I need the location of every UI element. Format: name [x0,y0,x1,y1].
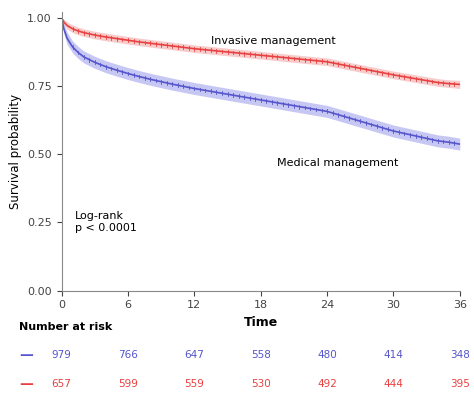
Text: 480: 480 [317,350,337,360]
Text: —: — [19,348,33,362]
Text: 530: 530 [251,379,271,389]
Text: 979: 979 [52,350,72,360]
Text: 766: 766 [118,350,138,360]
Text: 559: 559 [184,379,204,389]
Text: 348: 348 [450,350,470,360]
Text: Number at risk: Number at risk [19,322,112,332]
Text: 492: 492 [317,379,337,389]
Text: 657: 657 [52,379,72,389]
Text: Invasive management: Invasive management [211,36,336,46]
Text: Medical management: Medical management [277,159,399,168]
Text: 599: 599 [118,379,138,389]
Text: 647: 647 [184,350,204,360]
Y-axis label: Survival probability: Survival probability [9,94,22,209]
X-axis label: Time: Time [244,316,278,329]
Text: 558: 558 [251,350,271,360]
Text: 444: 444 [383,379,403,389]
Text: 414: 414 [383,350,403,360]
Text: —: — [19,377,33,391]
Text: 395: 395 [450,379,470,389]
Text: Log-rank
p < 0.0001: Log-rank p < 0.0001 [75,212,137,233]
